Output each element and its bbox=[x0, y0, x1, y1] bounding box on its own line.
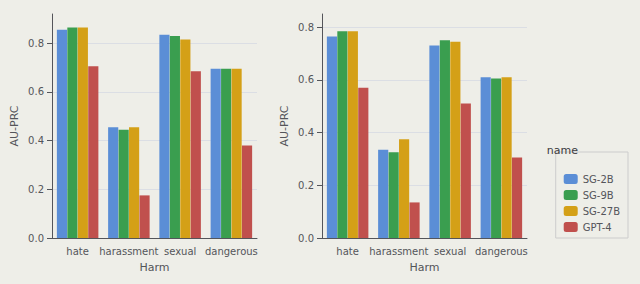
svg-text:sexual: sexual bbox=[164, 246, 196, 257]
svg-text:GPT-4: GPT-4 bbox=[583, 222, 612, 233]
svg-text:AU-PRC: AU-PRC bbox=[278, 105, 291, 146]
svg-text:0.4: 0.4 bbox=[298, 127, 314, 138]
svg-text:sexual: sexual bbox=[434, 246, 466, 257]
svg-text:0.6: 0.6 bbox=[28, 86, 44, 97]
svg-text:0.8: 0.8 bbox=[298, 22, 314, 33]
svg-text:0.0: 0.0 bbox=[298, 233, 314, 244]
svg-text:SG-27B: SG-27B bbox=[583, 206, 620, 217]
svg-text:dangerous: dangerous bbox=[205, 246, 258, 257]
svg-text:Harm: Harm bbox=[139, 261, 169, 274]
svg-text:AU-PRC: AU-PRC bbox=[8, 105, 21, 146]
svg-text:0.8: 0.8 bbox=[28, 38, 44, 49]
svg-text:name: name bbox=[547, 144, 578, 157]
svg-text:SG-2B: SG-2B bbox=[583, 174, 614, 185]
svg-text:dangerous: dangerous bbox=[475, 246, 528, 257]
svg-text:0.6: 0.6 bbox=[298, 74, 314, 85]
svg-text:hate: hate bbox=[336, 246, 359, 257]
svg-text:0.2: 0.2 bbox=[298, 180, 314, 191]
svg-text:harassment: harassment bbox=[369, 246, 428, 257]
svg-text:0.0: 0.0 bbox=[28, 233, 44, 244]
svg-text:SG-9B: SG-9B bbox=[583, 190, 614, 201]
svg-text:hate: hate bbox=[66, 246, 89, 257]
svg-text:0.2: 0.2 bbox=[28, 184, 44, 195]
svg-text:harassment: harassment bbox=[99, 246, 158, 257]
svg-text:0.4: 0.4 bbox=[28, 135, 44, 146]
svg-text:Harm: Harm bbox=[409, 261, 439, 274]
